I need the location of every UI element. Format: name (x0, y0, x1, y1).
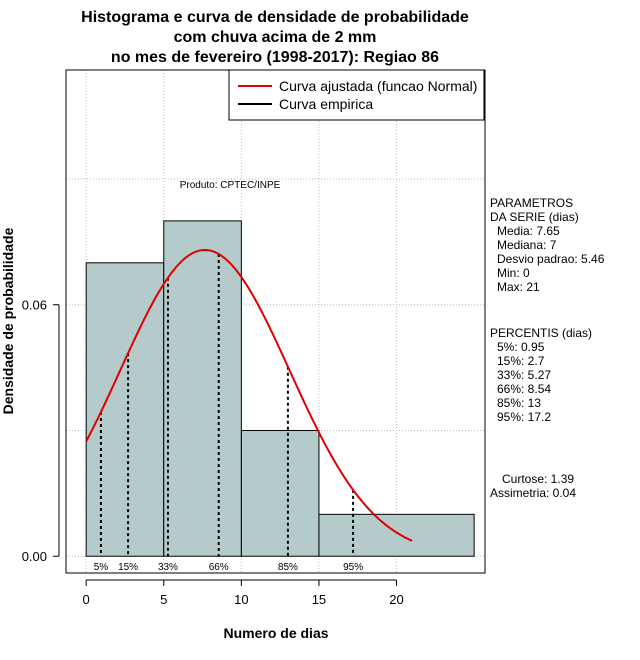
x-tick-label: 20 (389, 592, 403, 607)
y-tick-label: 0.06 (22, 298, 47, 313)
percentile-label: 5% (94, 562, 109, 573)
legend-label-fitted: Curva ajustada (funcao Normal) (279, 78, 477, 94)
normal-curve-line (85, 248, 413, 542)
y-axis-label: Densidade de probabilidade (0, 227, 16, 414)
params-header-1: PARAMETROS (490, 196, 573, 210)
param-desvio: Desvio padrao: 5.46 (497, 252, 605, 266)
x-axis-label: Numero de dias (223, 625, 328, 641)
percentil-66: 66%: 8.54 (497, 382, 551, 396)
histogram-bar (318, 513, 475, 557)
param-max: Max: 21 (497, 280, 540, 294)
x-axis: 0 5 10 15 20 (83, 579, 404, 607)
stat-curtose: Curtose: 1.39 (502, 472, 574, 486)
percentile-label: 33% (158, 562, 178, 573)
x-tick-label: 0 (83, 592, 90, 607)
legend-label-empirical: Curva empirica (279, 96, 373, 112)
chart-title: Histograma e curva de densidade de proba… (81, 9, 469, 66)
normal-curve (85, 248, 413, 542)
percentile-label: 15% (118, 562, 138, 573)
percentile-label: 95% (343, 562, 363, 573)
legend-box (228, 69, 485, 121)
product-annotation: Produto: CPTEC/INPE (180, 180, 281, 191)
histogram-bar (240, 429, 320, 557)
percentil-95: 95%: 17.2 (497, 410, 551, 424)
x-tick-label: 15 (312, 592, 326, 607)
legend: Curva ajustada (funcao Normal) Curva emp… (228, 69, 485, 121)
params-header-2: DA SERIE (dias) (490, 210, 579, 224)
y-axis: 0.00 0.06 (22, 298, 60, 564)
percentil-5: 5%: 0.95 (497, 340, 545, 354)
percentile-label: 85% (278, 562, 298, 573)
x-tick-label: 10 (234, 592, 248, 607)
percentil-85: 85%: 13 (497, 396, 541, 410)
x-tick-label: 5 (160, 592, 167, 607)
param-min: Min: 0 (497, 266, 530, 280)
percentis-header: PERCENTIS (dias) (490, 326, 592, 340)
param-mediana: Mediana: 7 (497, 238, 557, 252)
title-line-1: Histograma e curva de densidade de proba… (81, 9, 469, 26)
side-panel: PARAMETROS DA SERIE (dias) Media: 7.65 M… (490, 196, 605, 500)
percentil-33: 33%: 5.27 (497, 368, 551, 382)
histogram-bar (163, 220, 242, 557)
stat-assimetria: Assimetria: 0.04 (490, 486, 576, 500)
percentile-label: 66% (209, 562, 229, 573)
title-line-2: com chuva acima de 2 mm (174, 29, 377, 46)
title-line-3: no mes de fevereiro (1998-2017): Regiao … (111, 49, 439, 66)
param-media: Media: 7.65 (497, 224, 560, 238)
histogram-bars (85, 220, 475, 557)
histogram-bar (85, 262, 165, 557)
percentil-15: 15%: 2.7 (497, 354, 545, 368)
y-tick-label: 0.00 (22, 549, 47, 564)
percentile-lines: 5% 15% 33% 66% 85% 95% (94, 254, 363, 573)
